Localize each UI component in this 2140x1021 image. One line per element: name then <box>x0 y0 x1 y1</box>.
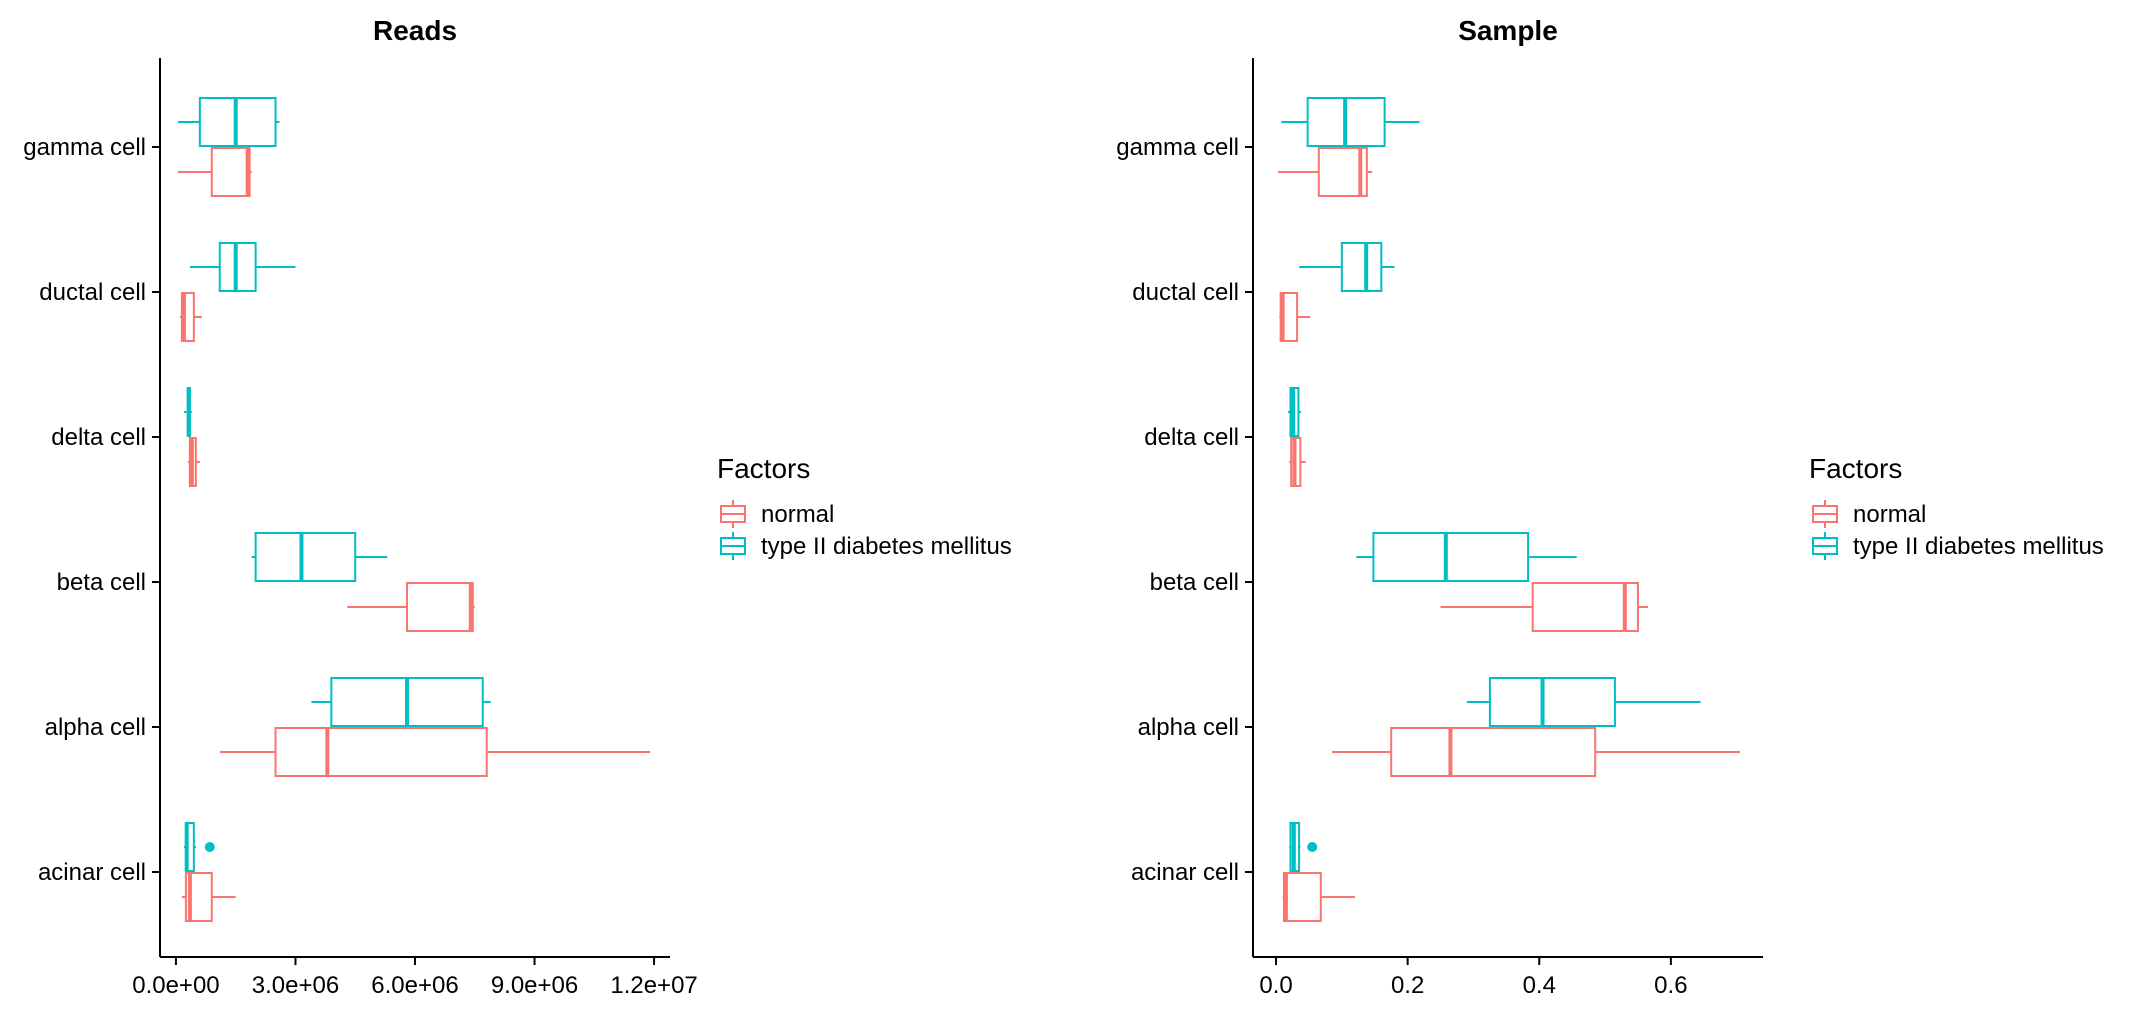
y-tick-label: gamma cell <box>1116 134 1239 161</box>
box-iqr <box>274 727 488 777</box>
box-type-ii-diabetes-mellitus-ductal-cell <box>1299 242 1395 292</box>
box-iqr <box>1390 727 1597 777</box>
box-type-ii-diabetes-mellitus-gamma-cell <box>1281 97 1420 147</box>
x-tick-label: 9.0e+06 <box>491 972 578 999</box>
legend-key-type-ii-diabetes-mellitus <box>1812 532 1838 560</box>
box-iqr <box>1372 532 1530 582</box>
outlier-point <box>204 842 215 852</box>
y-tick-label: delta cell <box>51 424 146 451</box>
box-type-ii-diabetes-mellitus-delta-cell <box>183 387 192 437</box>
x-tick-label: 0.4 <box>1523 972 1556 999</box>
y-tick-label: beta cell <box>1150 569 1239 596</box>
x-tick-label: 0.0e+00 <box>132 972 219 999</box>
x-tick-label: 0.6 <box>1654 972 1687 999</box>
box-iqr <box>1488 677 1616 727</box>
y-tick-label: alpha cell <box>1138 714 1239 741</box>
legend-label: type II diabetes mellitus <box>761 533 1012 560</box>
box-normal-beta-cell <box>1440 582 1648 632</box>
panel-sample: Sample acinar cell alpha cell beta cell delt… <box>1116 15 1763 999</box>
box-type-ii-diabetes-mellitus-alpha-cell <box>311 677 491 727</box>
box-type-ii-diabetes-mellitus-gamma-cell <box>177 97 280 147</box>
legend-label: type II diabetes mellitus <box>1853 533 2104 560</box>
box-normal-alpha-cell <box>1331 727 1740 777</box>
y-tick-label: beta cell <box>57 569 146 596</box>
y-tick-label: acinar cell <box>38 859 146 886</box>
box-normal-acinar-cell <box>1282 872 1355 922</box>
legend-label: normal <box>1853 501 1926 528</box>
box-normal-delta-cell <box>1289 437 1306 487</box>
box-normal-delta-cell <box>187 437 200 487</box>
y-tick-label: acinar cell <box>1131 859 1239 886</box>
box-iqr <box>406 582 474 632</box>
y-tick-label: delta cell <box>1144 424 1239 451</box>
legend-title: Factors <box>717 453 810 484</box>
box-normal-alpha-cell <box>219 727 651 777</box>
x-tick-label: 6.0e+06 <box>371 972 458 999</box>
box-type-ii-diabetes-mellitus-acinar-cell <box>1289 822 1318 872</box>
box-type-ii-diabetes-mellitus-beta-cell <box>1356 532 1577 582</box>
panel-title: Sample <box>1458 15 1558 46</box>
y-tick-label: gamma cell <box>23 134 146 161</box>
legend-key-normal <box>720 500 746 528</box>
panel-title: Reads <box>373 15 457 46</box>
legend: Factors normal type II diabetes mellitus <box>1809 453 2104 560</box>
box-iqr <box>1531 582 1639 632</box>
box-normal-ductal-cell <box>1279 292 1311 342</box>
x-tick-label: 0.0 <box>1259 972 1292 999</box>
legend-label: normal <box>761 501 834 528</box>
y-tick-label: ductal cell <box>1132 279 1239 306</box>
box-type-ii-diabetes-mellitus-alpha-cell <box>1466 677 1701 727</box>
box-iqr <box>210 147 251 197</box>
box-normal-ductal-cell <box>179 292 202 342</box>
y-tick-label: ductal cell <box>39 279 146 306</box>
panel-reads: Reads acinar cell alpha cell beta cell delta… <box>23 15 697 999</box>
box-type-ii-diabetes-mellitus-delta-cell <box>1287 387 1302 437</box>
y-tick-label: alpha cell <box>45 714 146 741</box>
box-normal-acinar-cell <box>181 872 236 922</box>
box-iqr <box>1282 872 1322 922</box>
legend-key-type-ii-diabetes-mellitus <box>720 532 746 560</box>
box-normal-gamma-cell <box>177 147 252 197</box>
x-tick-label: 3.0e+06 <box>252 972 339 999</box>
box-type-ii-diabetes-mellitus-beta-cell <box>251 532 388 582</box>
box-normal-gamma-cell <box>1278 147 1373 197</box>
box-type-ii-diabetes-mellitus-acinar-cell <box>183 822 215 872</box>
legend: Factors normal type II diabetes mellitus <box>717 453 1012 560</box>
legend-title: Factors <box>1809 453 1902 484</box>
box-iqr <box>1340 242 1383 292</box>
box-iqr <box>254 532 357 582</box>
x-tick-label: 0.2 <box>1391 972 1424 999</box>
box-type-ii-diabetes-mellitus-ductal-cell <box>189 242 296 292</box>
outlier-point <box>1307 842 1318 852</box>
legend-key-normal <box>1812 500 1838 528</box>
x-tick-label: 1.2e+07 <box>610 972 697 999</box>
box-normal-beta-cell <box>347 582 475 632</box>
